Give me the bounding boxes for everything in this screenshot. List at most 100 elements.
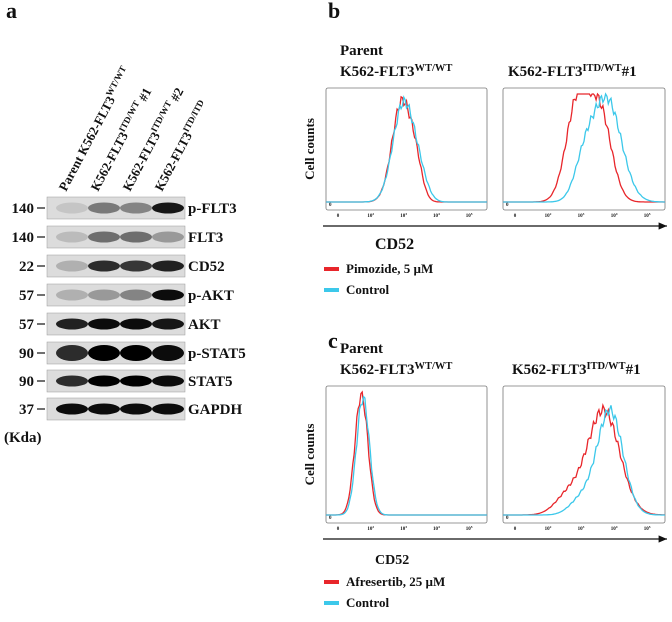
text-segment: 10 [400, 214, 406, 219]
text-segment: 5 [649, 525, 651, 529]
text-segment: 4 [616, 525, 618, 529]
text-segment: 10 [367, 214, 373, 219]
text-segment: 10 [433, 214, 439, 219]
kda-label: 90 [19, 374, 34, 390]
plot-frame [325, 385, 488, 524]
text-segment: K562-FLT3 [340, 362, 414, 378]
protein-label: CD52 [188, 259, 225, 275]
blot-band [120, 375, 152, 387]
blot-band [56, 231, 88, 243]
blot-band [56, 345, 88, 361]
blot-band [120, 345, 152, 361]
text-segment: 10 [578, 527, 584, 532]
legend-swatch [324, 601, 339, 605]
text-segment: 2 [372, 525, 374, 529]
text-segment: 10 [466, 527, 472, 532]
text-segment: 5 [471, 212, 473, 216]
blot-band [56, 289, 88, 301]
x-tick-label: 0 [337, 214, 340, 219]
legend-label: Pimozide, 5 µM [346, 261, 433, 276]
text-segment: 0 [337, 527, 340, 532]
x-tick-label: 104 [611, 212, 618, 219]
blot-band [152, 231, 184, 243]
unit-label: (Kda) [4, 430, 42, 446]
kda-label: 90 [19, 346, 34, 362]
x-tick-label: 0 [337, 527, 340, 532]
text-segment: 10 [611, 214, 617, 219]
histogram-curve [503, 92, 665, 203]
plot-title: K562-FLT3WT/WT [340, 361, 452, 379]
blot-band [56, 202, 88, 214]
text-segment: WT/WT [414, 63, 452, 74]
legend-label: Control [346, 282, 389, 297]
panel-label: a [6, 0, 17, 23]
text-segment: 0 [337, 214, 340, 219]
text-segment: 5 [471, 525, 473, 529]
y-axis-label: Cell counts [302, 424, 317, 486]
text-segment: ITD/WT [586, 361, 625, 372]
x-tick-label: 103 [400, 212, 407, 219]
protein-label: p-AKT [188, 288, 234, 304]
plot-title: K562-FLT3WT/WT [340, 63, 452, 81]
blot-band [56, 403, 88, 415]
text-segment: K562-FLT3 [340, 64, 414, 80]
kda-label: 22 [19, 259, 34, 275]
blot-band [152, 202, 184, 214]
text-segment: 3 [405, 212, 407, 216]
histogram-curve [503, 92, 665, 203]
text-segment: #2 [166, 85, 187, 106]
x-tick-label: 105 [466, 212, 473, 219]
x-tick-label: 105 [644, 525, 651, 532]
x-tick-label: 102 [367, 525, 374, 532]
blot-strip [46, 283, 186, 307]
blot-band [152, 318, 184, 330]
legend-swatch [324, 288, 339, 292]
plot-title: Parent [340, 43, 383, 59]
y-axis-label: Cell counts [302, 118, 317, 180]
x-tick-label: 0 [514, 214, 517, 219]
kda-label: 57 [19, 288, 35, 304]
plot-title: Parent [340, 341, 383, 357]
blot-band [88, 260, 120, 272]
text-segment: K562-FLT3 [512, 362, 586, 378]
blot-band [88, 318, 120, 330]
plot-title: K562-FLT3ITD/WT#1 [508, 63, 637, 81]
histogram-curve [326, 395, 487, 516]
text-segment: 10 [545, 214, 551, 219]
blot-band [152, 375, 184, 387]
blot-band [152, 289, 184, 301]
text-segment: 10 [578, 214, 584, 219]
blot-band [88, 289, 120, 301]
plot-title: K562-FLT3ITD/WT#1 [512, 361, 641, 379]
text-segment: 2 [550, 525, 552, 529]
histogram-curve [326, 95, 487, 203]
text-segment: ITD/ITD [181, 98, 206, 134]
text-segment: ITD/WT [149, 99, 174, 134]
legend-swatch [324, 580, 339, 584]
blot-band [88, 345, 120, 361]
protein-label: GAPDH [188, 402, 242, 418]
text-segment: 10 [644, 527, 650, 532]
text-segment: #1 [626, 362, 641, 378]
x-tick-label: 102 [545, 525, 552, 532]
blot-band [120, 403, 152, 415]
text-segment: 10 [545, 527, 551, 532]
y-tick-label: 0 [506, 516, 509, 521]
blot-band [56, 375, 88, 387]
blot-band [152, 403, 184, 415]
legend-swatch [324, 267, 339, 271]
blot-band [120, 289, 152, 301]
legend-label: Afresertib, 25 µM [346, 574, 445, 589]
panel-label: b [328, 0, 340, 23]
x-tick-label: 105 [644, 212, 651, 219]
text-segment: 10 [644, 214, 650, 219]
text-segment: ITD/WT [582, 63, 621, 74]
text-segment: 4 [438, 212, 440, 216]
text-segment: 0 [514, 527, 517, 532]
blot-band [152, 345, 184, 361]
y-tick-label: 0 [506, 203, 509, 208]
text-segment: K562-FLT3 [508, 64, 582, 80]
y-tick-label: 0 [329, 203, 332, 208]
x-tick-label: 104 [433, 212, 440, 219]
